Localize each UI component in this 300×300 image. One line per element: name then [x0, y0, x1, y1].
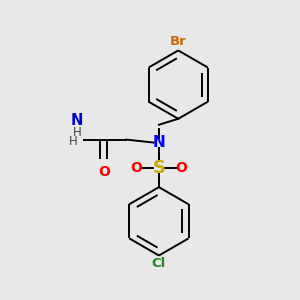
Text: O: O [175, 161, 187, 175]
Text: Cl: Cl [152, 257, 166, 270]
Text: S: S [152, 159, 165, 177]
Text: Br: Br [170, 35, 187, 48]
Text: O: O [131, 161, 142, 175]
Text: H: H [68, 135, 77, 148]
Text: H: H [73, 126, 82, 139]
Text: N: N [152, 135, 165, 150]
Text: N: N [71, 113, 83, 128]
Text: O: O [98, 165, 110, 179]
